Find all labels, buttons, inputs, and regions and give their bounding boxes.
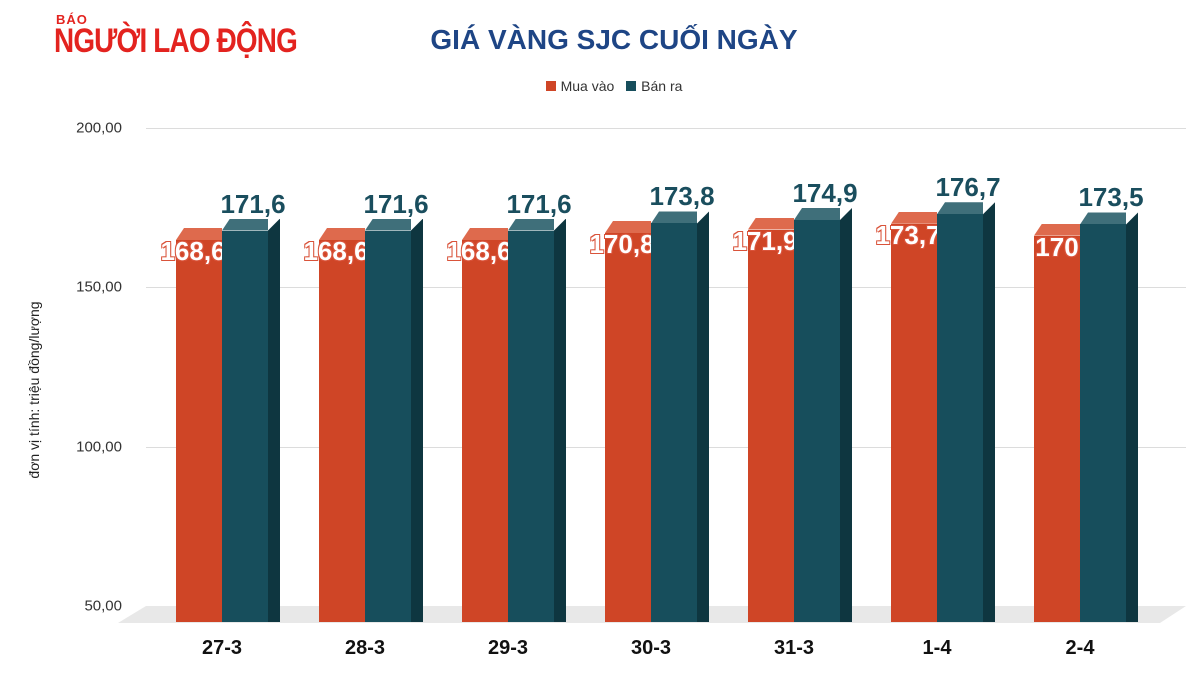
bar-side-face xyxy=(983,202,995,622)
data-label-buy: 168,6 xyxy=(160,236,226,267)
bar-front-face xyxy=(891,223,937,622)
bar-sell-29-3 xyxy=(508,218,566,622)
bar-top-face xyxy=(222,218,268,231)
bar-sell-30-3 xyxy=(651,211,709,622)
data-label-sell: 173,5 xyxy=(1078,182,1144,213)
newspaper-logo: BÁO NGƯỜI LAO ĐỘNG xyxy=(54,12,298,62)
bar-front-face xyxy=(222,230,268,622)
logo-name: NGƯỜI LAO ĐỘNG xyxy=(54,22,298,60)
bar-sell-2-4 xyxy=(1080,212,1138,622)
y-tick-50: 50,00 xyxy=(84,597,122,615)
bar-buy-1-4 xyxy=(891,211,937,622)
bar-front-face xyxy=(1034,235,1080,622)
chart-title: GIÁ VÀNG SJC CUỐI NGÀY xyxy=(430,24,798,55)
data-label-buy: 168,6 xyxy=(446,236,512,267)
y-tick-150: 150,00 xyxy=(76,278,122,296)
data-label-buy: 170,8 xyxy=(589,229,655,260)
x-tick-label: 30-3 xyxy=(630,637,672,659)
data-label-buy: 170 xyxy=(1035,231,1079,262)
bar-side-face xyxy=(1126,212,1138,622)
bar-top-face xyxy=(937,202,983,215)
x-tick-label: 27-3 xyxy=(201,637,243,659)
bar-front-face xyxy=(176,240,222,622)
bar-sell-1-4 xyxy=(937,202,995,622)
bar-top-face xyxy=(891,211,937,224)
bar-top-face xyxy=(1080,212,1126,225)
y-tick-100: 100,00 xyxy=(76,438,122,456)
bar-front-face xyxy=(937,214,983,622)
bar-buy-31-3 xyxy=(748,217,794,622)
y-tick-200: 200,00 xyxy=(76,119,122,137)
bar-top-face xyxy=(651,211,697,224)
data-label-sell: 176,7 xyxy=(935,172,1001,203)
bar-top-face xyxy=(365,218,411,231)
data-label-buy: 171,9 xyxy=(732,225,798,256)
bar-front-face xyxy=(365,230,411,622)
bar-front-face xyxy=(319,240,365,622)
data-label-sell: 171,6 xyxy=(506,188,572,219)
x-tick-label: 29-3 xyxy=(487,637,529,659)
bar-top-face xyxy=(794,207,840,220)
bar-sell-31-3 xyxy=(794,207,852,622)
legend-swatch-buy xyxy=(545,81,556,91)
legend-label-buy: Mua vào xyxy=(560,78,615,94)
bar-side-face xyxy=(554,218,566,622)
legend-swatch-sell xyxy=(626,81,637,91)
data-label-sell: 171,6 xyxy=(363,188,429,219)
bar-side-face xyxy=(411,218,423,622)
bar-buy-28-3 xyxy=(319,228,365,622)
y-axis-label: đơn vị tính: triệu đồng/lượng xyxy=(26,301,42,479)
bar-sell-28-3 xyxy=(365,218,423,622)
gridline-200 xyxy=(146,128,1186,129)
x-tick-label: 2-4 xyxy=(1065,637,1095,659)
legend-item-sell: Bán ra xyxy=(626,78,682,94)
bar-top-face xyxy=(1034,223,1080,236)
bar-top-face xyxy=(605,221,651,234)
bar-front-face xyxy=(462,240,508,622)
data-label-sell: 171,6 xyxy=(220,188,286,219)
legend-label-sell: Bán ra xyxy=(641,78,683,94)
bar-top-face xyxy=(319,228,365,241)
bar-buy-27-3 xyxy=(176,228,222,622)
legend: Mua vào Bán ra xyxy=(16,78,1196,94)
bar-side-face xyxy=(697,211,709,622)
x-tick-label: 31-3 xyxy=(773,637,815,659)
bar-top-face xyxy=(462,228,508,241)
x-tick-label: 28-3 xyxy=(344,637,386,659)
bar-front-face xyxy=(651,223,697,622)
x-tick-label: 1-4 xyxy=(922,637,952,659)
bar-front-face xyxy=(748,229,794,622)
data-label-buy: 173,7 xyxy=(875,219,941,250)
legend-item-buy: Mua vào xyxy=(545,78,615,94)
bar-buy-2-4 xyxy=(1034,223,1080,622)
bar-side-face xyxy=(840,207,852,622)
bar-sell-27-3 xyxy=(222,218,280,622)
bar-top-face xyxy=(748,217,794,230)
bar-top-face xyxy=(176,228,222,241)
bar-buy-30-3 xyxy=(605,221,651,622)
data-label-sell: 173,8 xyxy=(649,181,715,212)
bar-buy-29-3 xyxy=(462,228,508,622)
bar-front-face xyxy=(508,230,554,622)
data-label-sell: 174,9 xyxy=(792,177,858,208)
logo-small-text: BÁO xyxy=(56,12,88,27)
bar-front-face xyxy=(1080,224,1126,622)
bar-front-face xyxy=(794,219,840,622)
data-label-buy: 168,6 xyxy=(303,236,369,267)
bar-top-face xyxy=(508,218,554,231)
bar-front-face xyxy=(605,233,651,622)
bar-side-face xyxy=(268,218,280,622)
